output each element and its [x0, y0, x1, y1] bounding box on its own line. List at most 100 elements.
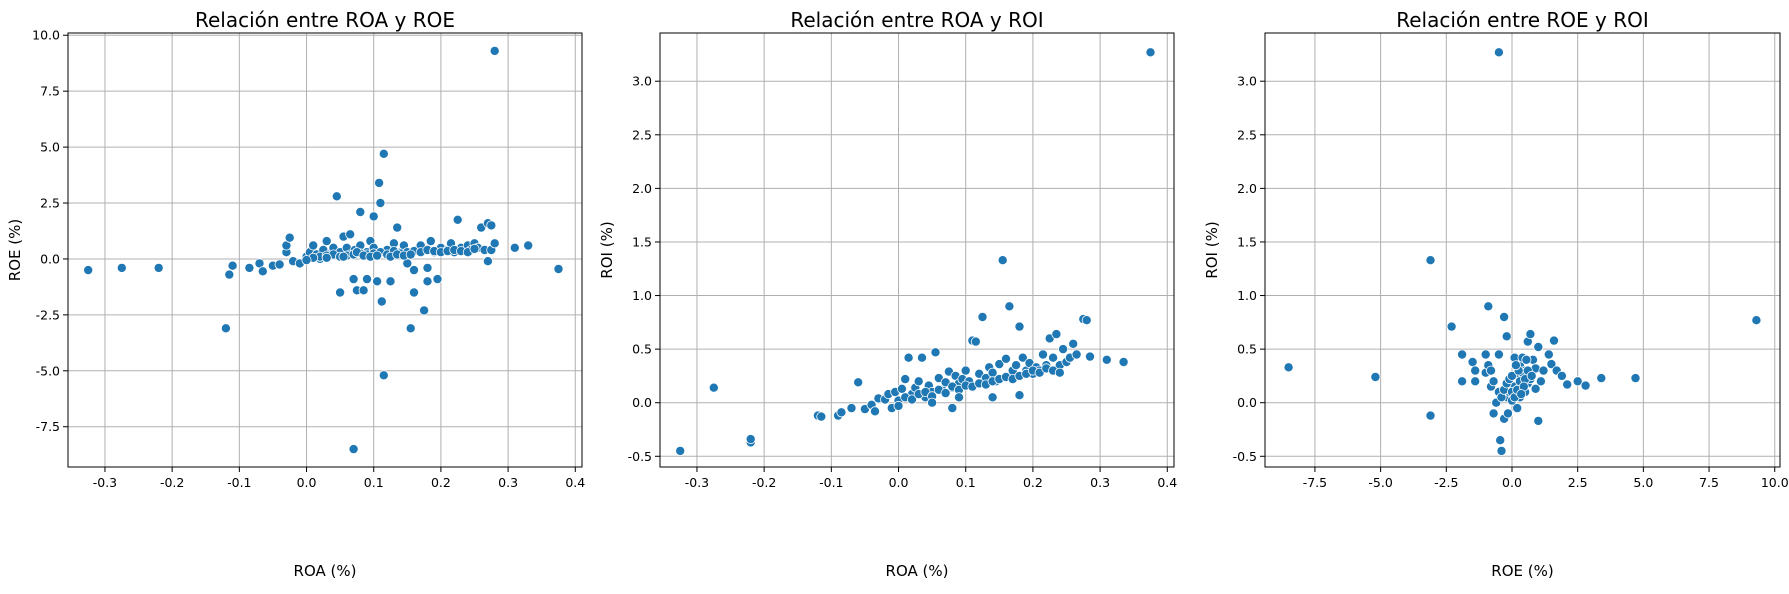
y-tick-label: 0.0: [40, 251, 60, 266]
scatter-point: [1526, 370, 1537, 381]
scatter-point: [1516, 389, 1527, 400]
scatter-point: [1283, 362, 1294, 373]
scatter-point: [321, 236, 332, 247]
scatter-point: [1493, 349, 1504, 360]
scatter-point: [893, 400, 904, 411]
scatter-point: [220, 323, 231, 334]
scatter-point: [509, 242, 520, 253]
scatter-point: [1014, 321, 1025, 332]
scatter-point: [900, 374, 911, 385]
scatter-point: [1118, 356, 1129, 367]
scatter-point: [425, 236, 436, 247]
scatter-point: [153, 262, 164, 273]
y-tick-label: 3.0: [1237, 74, 1257, 89]
x-tick-label: 0.1: [956, 475, 976, 490]
scatter-point: [1483, 301, 1494, 312]
y-tick-label: 1.0: [1237, 288, 1257, 303]
y-axis-label: ROI (%): [1203, 221, 1221, 278]
y-tick-label: -0.5: [1233, 449, 1257, 464]
y-tick-label: 0.5: [632, 342, 652, 357]
chart-panel-2: -0.3 -0.2 -0.1 0.0 0.1 0.2 0.3 0.4 -0.5 0.0 0.5 1.0…: [598, 8, 1177, 580]
y-tick-label: 7.5: [40, 84, 60, 99]
scatter-point: [927, 397, 938, 408]
scatter-point: [1562, 379, 1573, 390]
scatter-point: [257, 266, 268, 277]
chart-panel-3: -7.5 -5.0 -2.5 0.0 2.5 5.0 7.5 10.0 -0.5 0.0 0.5 1.…: [1203, 8, 1789, 580]
y-tick-label: 1.0: [632, 288, 652, 303]
x-tick-label: -0.1: [227, 475, 251, 490]
x-tick-label: 10.0: [1761, 475, 1789, 490]
x-tick-label: 0.3: [498, 475, 518, 490]
scatter-point: [1493, 47, 1504, 58]
scatter-point: [1556, 370, 1567, 381]
scatter-point: [372, 250, 383, 261]
scatter-point: [896, 383, 907, 394]
x-tick-label: 5.0: [1633, 475, 1653, 490]
y-tick-label: -7.5: [36, 419, 60, 434]
scatter-point: [1058, 344, 1069, 355]
scatter-point: [392, 222, 403, 233]
scatter-point: [355, 206, 366, 217]
scatter-point: [1486, 365, 1497, 376]
scatter-point: [1488, 408, 1499, 419]
scatter-point: [1751, 315, 1762, 326]
scatter-point: [452, 214, 463, 225]
scatter-point: [1425, 255, 1436, 266]
y-tick-label: 0.5: [1237, 342, 1257, 357]
scatter-point: [940, 388, 951, 399]
chart-panel-1: -0.3 -0.2 -0.1 0.0 0.1 0.2 0.3 0.4 -7.5 -5.0 -2.5 0…: [6, 8, 585, 580]
scatter-point: [224, 269, 235, 280]
scatter-point: [1425, 410, 1436, 421]
scatter-point: [1145, 47, 1156, 58]
y-tick-label: 10.0: [32, 28, 60, 43]
scatter-point: [1054, 367, 1065, 378]
scatter-point: [1085, 351, 1096, 362]
scatter-point: [1467, 356, 1478, 367]
scatter-point: [83, 265, 94, 276]
x-tick-label: 2.5: [1568, 475, 1588, 490]
y-axis-label: ROI (%): [598, 221, 616, 278]
y-tick-label: 3.0: [632, 74, 652, 89]
scatter-point: [1011, 360, 1022, 371]
scatter-point: [227, 260, 238, 271]
x-tick-label: 0.0: [1502, 475, 1522, 490]
scatter-point: [987, 392, 998, 403]
scatter-point: [376, 296, 387, 307]
chart-title: Relación entre ROA y ROE: [195, 8, 455, 32]
x-tick-label: 0.0: [889, 475, 909, 490]
scatter-point: [1572, 376, 1583, 387]
scatter-point: [853, 377, 864, 388]
scatter-point: [1496, 445, 1507, 456]
x-tick-label: 0.1: [364, 475, 384, 490]
scatter-point: [1495, 435, 1506, 446]
scatter-point: [675, 445, 686, 456]
scatter-point: [361, 274, 372, 285]
scatter-point: [1525, 329, 1536, 340]
scatter-point: [913, 376, 924, 387]
scatter-point: [338, 251, 349, 262]
scatter-point: [1488, 376, 1499, 387]
scatter-point: [321, 252, 332, 263]
scatter-point: [405, 249, 416, 260]
scatter-point: [432, 274, 443, 285]
scatter-point: [1510, 360, 1521, 371]
x-tick-label: 0.2: [1023, 475, 1043, 490]
x-tick-label: 7.5: [1699, 475, 1719, 490]
scatter-point: [372, 276, 383, 287]
scatter-point: [977, 311, 988, 322]
scatter-point: [1538, 365, 1549, 376]
x-tick-label: -0.3: [93, 475, 117, 490]
scatter-point: [708, 382, 719, 393]
x-axis-label: ROA (%): [294, 562, 357, 580]
scatter-point: [947, 403, 958, 414]
scatter-point: [301, 255, 312, 266]
scatter-point: [1017, 352, 1028, 363]
scatter-point: [997, 255, 1008, 266]
chart-title: Relación entre ROE y ROI: [1396, 8, 1649, 32]
scatter-series: [675, 47, 1156, 456]
scatter-point: [846, 403, 857, 414]
chart-title: Relación entre ROA y ROI: [790, 8, 1043, 32]
plot-frame: [659, 32, 1175, 468]
scatter-point: [385, 276, 396, 287]
